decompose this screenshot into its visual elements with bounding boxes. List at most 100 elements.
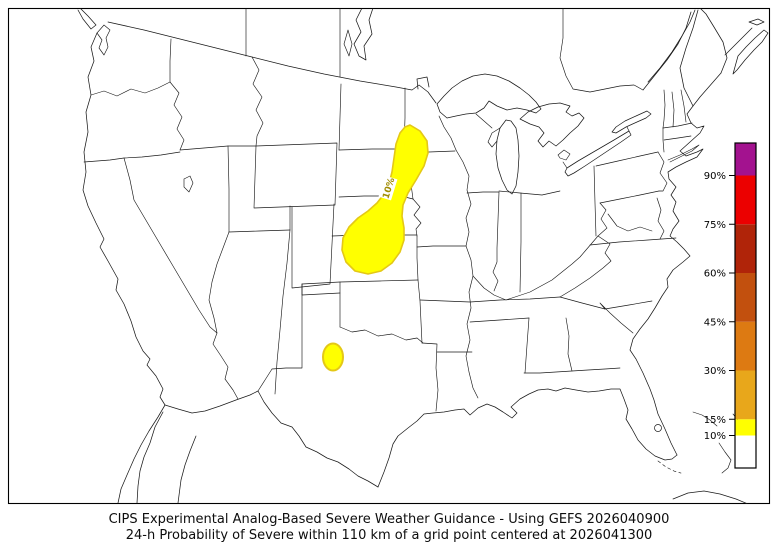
nc-sc-border [604, 300, 653, 310]
colorbar-tick-label: 10% [704, 431, 726, 442]
colorbar-segment-90-100 [735, 143, 756, 176]
mi-south-border [498, 190, 561, 196]
chesapeake-bay [656, 197, 665, 240]
id-mt-border [251, 56, 264, 147]
lake-huron [519, 102, 585, 148]
nh-me-border [680, 89, 687, 123]
florida-keys [657, 460, 682, 474]
tx-nm-border [257, 283, 303, 392]
id-south-border [179, 145, 257, 151]
colorbar-tick-label: 15% [704, 415, 726, 426]
colorbar-segment-0-10 [735, 435, 756, 468]
al-ga-border [565, 317, 573, 372]
lake-winnipeg [353, 8, 374, 61]
ga-fl-border [523, 367, 621, 374]
colorbar-segment-15-30 [735, 370, 756, 420]
sonora-coast [177, 435, 197, 504]
contour-area-texas [322, 342, 344, 372]
colorbar-segment-45-60 [735, 273, 756, 322]
lake-st-clair [557, 149, 571, 169]
nova-scotia [732, 29, 769, 75]
or-id-snake-river [169, 81, 185, 151]
lake-okeechobee [654, 424, 662, 432]
ky-tn-border [469, 296, 561, 303]
wy-borders [253, 142, 338, 209]
il-in-border [492, 191, 500, 292]
colorbar-tick-label: 90% [704, 171, 726, 182]
mason-dixon-line [599, 190, 660, 204]
vancouver-island [77, 8, 97, 30]
ok-ar-border [417, 279, 423, 344]
delaware-river [657, 151, 668, 192]
colorbar-tick-label: 30% [704, 366, 726, 377]
az-west-border [208, 231, 239, 400]
ma-north-border [662, 122, 693, 129]
maine-top-border [699, 8, 728, 74]
maine-border [679, 9, 699, 107]
mi-wi-up-border [475, 113, 493, 129]
colorbar-border [734, 142, 757, 469]
lake-superior [436, 73, 542, 119]
baja-east-coast [136, 411, 164, 504]
gulf-coastline [377, 387, 678, 488]
puget-sound [96, 24, 111, 56]
az-nm-border [274, 229, 291, 395]
nv-ut-border [227, 145, 230, 233]
colorbar: 10% 15% 30% 45% 60% 75% 90% [704, 142, 757, 469]
missouri-river-ne-ia [412, 198, 422, 237]
oh-pa-border [593, 165, 597, 237]
nd-sd-border [338, 148, 406, 151]
cuba-coast [672, 490, 748, 504]
green-bay [487, 127, 501, 148]
st-croix-river [438, 115, 457, 151]
baja-west-coast [117, 404, 166, 504]
figure-title-line2: 24-h Probability of Severe within 110 km… [126, 528, 653, 543]
st-lawrence-river-south [642, 11, 692, 91]
lake-manitoba [343, 29, 353, 57]
atlantic-coastline [629, 72, 722, 456]
mt-east-border [338, 83, 342, 151]
ct-ny-border [662, 127, 665, 153]
provincial-border-on-qc [559, 8, 644, 93]
great-salt-lake [183, 175, 194, 193]
colorbar-segment-10-15 [735, 419, 756, 436]
colorbar-tick-label: 60% [704, 269, 726, 280]
co-borders [291, 203, 335, 289]
savannah-river [599, 302, 634, 334]
st-lawrence-river-north [647, 9, 696, 83]
map-layers: 10% 10% 15% 30% 45% 60% 75% 90% [77, 8, 769, 504]
new-brunswick-coast [724, 27, 753, 56]
ks-ok-border [301, 279, 419, 285]
nc-va-border [589, 237, 677, 246]
contour-area-plains [341, 124, 429, 275]
colorbar-segment-30-45 [735, 321, 756, 371]
tx-ar-la-border [421, 342, 439, 412]
ms-al-border [524, 317, 530, 374]
coastlines [77, 8, 769, 504]
ks-mo-border [416, 235, 419, 281]
lake-champlain [662, 89, 666, 129]
red-river-border [339, 326, 424, 344]
mo-ar-border [419, 299, 471, 303]
lake-of-the-woods [416, 76, 430, 90]
potomac-river [607, 213, 653, 232]
figure-title-line1: CIPS Experimental Analog-Based Severe We… [109, 512, 670, 527]
colorbar-tick-label: 45% [704, 317, 726, 328]
pa-north-border [595, 151, 659, 167]
lake-ontario [611, 110, 652, 134]
mississippi-river [455, 149, 479, 399]
lake-michigan [495, 119, 520, 195]
colorbar-segment-75-90 [735, 175, 756, 225]
in-oh-border [519, 192, 522, 293]
long-island [667, 144, 700, 163]
us-mexico-border [164, 390, 379, 488]
wi-il-border [466, 191, 500, 194]
ut-az-border [228, 229, 291, 233]
tn-nc-border [559, 296, 606, 310]
ca-nv-border [123, 157, 218, 334]
ia-mo-border [416, 245, 467, 248]
probability-contours: 10% [322, 124, 429, 372]
colorbar-segment-60-75 [735, 224, 756, 273]
